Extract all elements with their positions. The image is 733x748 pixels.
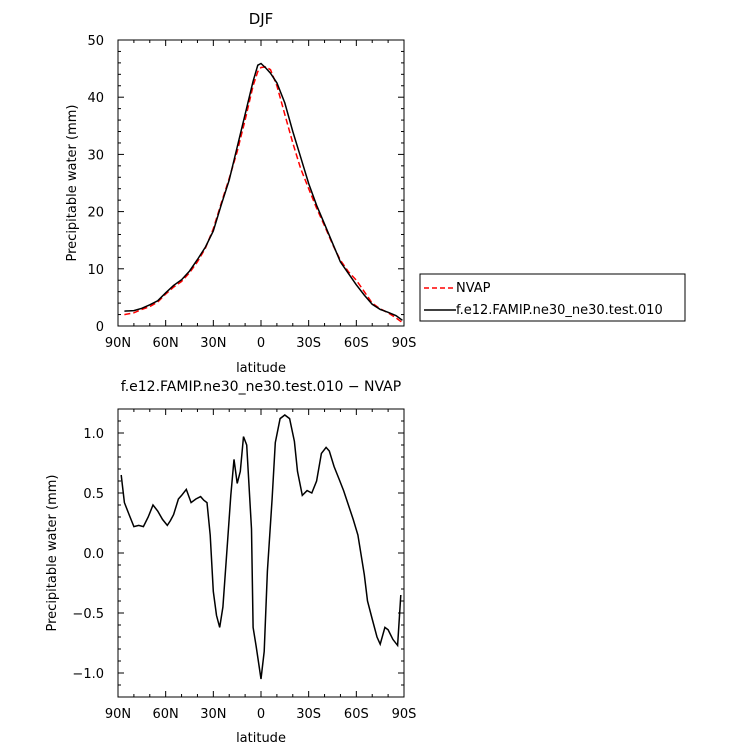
top-ylabel: Precipitable water (mm)	[65, 105, 80, 262]
y-tick-label-0: 10	[87, 263, 104, 278]
legend-box	[419, 273, 686, 322]
x-tick-label-0: 30N	[200, 336, 226, 351]
series-line-0-1	[124, 62, 403, 321]
y-tick-label-1: −1.0	[72, 667, 104, 682]
y-tick-label-0: 0	[96, 320, 104, 335]
x-tick-label-1: 30S	[296, 707, 321, 722]
y-tick-label-0: 50	[87, 34, 104, 49]
bottom-xlabel: latitude	[236, 731, 286, 746]
top-xlabel: latitude	[236, 361, 286, 376]
x-tick-label-1: 0	[257, 707, 265, 722]
y-tick-label-1: 0.0	[83, 547, 104, 562]
y-tick-label-0: 30	[87, 148, 104, 163]
x-tick-label-0: 90S	[392, 336, 417, 351]
x-tick-label-0: 90N	[105, 336, 131, 351]
top-panel-plot: 90N 60N 30N 0 30S 60S 90S 0 10 20 30 40 50	[87, 34, 416, 351]
y-tick-label-1: −0.5	[72, 607, 104, 622]
series-line-0-0	[124, 66, 403, 324]
legend-model-label: f.e12.FAMIP.ne30_ne30.test.010	[456, 303, 663, 318]
top-title: DJF	[249, 10, 274, 28]
y-tick-label-1: 0.5	[83, 487, 104, 502]
x-tick-label-0: 30S	[296, 336, 321, 351]
legend-nvap-label: NVAP	[456, 281, 491, 296]
series-line-1-0	[120, 414, 402, 680]
y-tick-label-1: 1.0	[83, 427, 104, 442]
x-tick-label-0: 0	[257, 336, 265, 351]
bottom-ylabel: Precipitable water (mm)	[45, 475, 60, 632]
x-tick-label-1: 90S	[392, 707, 417, 722]
x-tick-label-1: 90N	[105, 707, 131, 722]
bottom-panel-plot: 90N 60N 30N 0 30S 60S 90S −1.0 −0.5 0.0 0.5 1.0	[72, 408, 417, 722]
legend: NVAP f.e12.FAMIP.ne30_ne30.test.010	[419, 273, 686, 322]
x-tick-label-1: 30N	[200, 707, 226, 722]
x-tick-label-1: 60S	[344, 707, 369, 722]
bottom-title: f.e12.FAMIP.ne30_ne30.test.010 − NVAP	[121, 379, 401, 395]
x-tick-label-0: 60S	[344, 336, 369, 351]
y-tick-label-0: 20	[87, 206, 104, 221]
x-tick-label-0: 60N	[153, 336, 179, 351]
y-tick-label-0: 40	[87, 91, 104, 106]
plot-frame-0	[117, 39, 405, 327]
x-tick-label-1: 60N	[153, 707, 179, 722]
